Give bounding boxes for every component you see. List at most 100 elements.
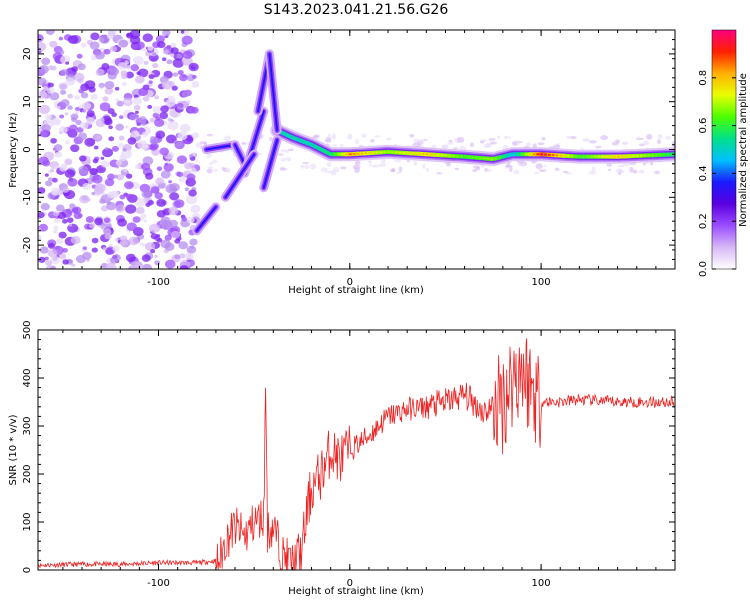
noise-speck: [106, 201, 117, 211]
spectrogram-heatmap: [38, 30, 675, 269]
noise-speck: [164, 162, 169, 166]
noise-speck: [141, 131, 149, 137]
ridge-halo: [332, 167, 340, 173]
noise-speck: [70, 144, 80, 153]
ridge-halo: [457, 136, 465, 143]
noise-speck: [103, 48, 111, 55]
ridge-halo: [446, 142, 455, 145]
ridge-halo: [371, 164, 379, 168]
noise-speck: [38, 34, 44, 43]
colorbar-tick-label: 0.2: [698, 213, 709, 229]
noise-speck: [81, 101, 92, 110]
noise-speck: [59, 114, 65, 119]
noise-speck: [150, 186, 160, 194]
noise-speck: [101, 63, 110, 70]
snr-ytick-label: 400: [22, 368, 33, 387]
noise-speck: [65, 77, 76, 86]
noise-speck: [184, 187, 190, 192]
noise-speck: [176, 171, 184, 178]
ridge-halo: [195, 142, 202, 149]
ridge-halo: [354, 160, 361, 166]
noise-speck: [149, 117, 156, 123]
ridge-halo: [226, 167, 231, 174]
noise-speck: [56, 105, 61, 110]
noise-speck: [88, 222, 96, 229]
ridge-halo: [326, 161, 332, 167]
noise-speck: [150, 248, 156, 254]
noise-speck: [141, 144, 149, 150]
colorbar: 0.0 0.2 0.4 0.6 0.8 Normalized spectral ampl…: [698, 29, 749, 277]
ridge-halo: [286, 157, 292, 162]
ridge-halo: [513, 169, 520, 175]
noise-speck: [178, 241, 188, 250]
noise-speck: [172, 58, 184, 68]
noise-speck: [179, 265, 189, 269]
snr-panel: -100 0 100 0 100 200 300 400 500 Height of strai…: [8, 320, 676, 597]
noise-speck: [148, 74, 155, 80]
noise-speck: [119, 194, 126, 200]
noise-speck: [156, 234, 161, 238]
noise-speck: [166, 59, 173, 65]
noise-speck: [53, 144, 63, 152]
ridge-halo: [361, 133, 368, 138]
noise-speck: [54, 151, 63, 158]
noise-speck: [102, 247, 107, 251]
noise-speck: [100, 156, 105, 160]
noise-speck: [95, 68, 105, 77]
colorbar-tick-label: 0.4: [698, 165, 709, 181]
noise-speck: [155, 35, 165, 43]
noise-speck: [76, 53, 83, 59]
ridge-halo: [441, 144, 449, 149]
noise-speck: [134, 75, 145, 84]
ridge-halo: [488, 137, 496, 141]
noise-speck: [50, 265, 56, 269]
noise-speck: [105, 262, 117, 269]
noise-speck: [99, 102, 111, 112]
noise-speck: [125, 173, 133, 179]
noise-speck: [115, 204, 126, 213]
noise-speck: [122, 147, 127, 152]
noise-speck: [50, 187, 61, 196]
noise-speck: [147, 45, 154, 51]
noise-speck: [54, 119, 59, 124]
noise-speck: [92, 158, 99, 164]
noise-speck: [79, 194, 90, 204]
ridge-halo: [600, 135, 609, 141]
noise-speck: [168, 180, 173, 184]
noise-speck: [89, 167, 99, 176]
noise-speck: [126, 222, 137, 232]
noise-speck: [167, 120, 179, 131]
ridge-halo: [340, 166, 347, 170]
noise-speck: [177, 69, 184, 76]
colorbar-tick-label: 0.8: [698, 70, 709, 86]
noise-speck: [159, 111, 169, 120]
ridge-halo: [511, 141, 518, 146]
noise-speck: [129, 30, 141, 39]
ridge-halo: [413, 138, 420, 143]
noise-speck: [154, 95, 160, 100]
noise-speck: [62, 187, 70, 193]
ridge-halo: [224, 135, 231, 142]
noise-speck: [67, 35, 79, 44]
ridge-halo: [396, 171, 402, 174]
ridge-segment: [234, 143, 246, 165]
noise-speck: [45, 30, 55, 35]
noise-speck: [95, 134, 102, 140]
colorbar-tick-label: 0.0: [698, 261, 709, 277]
noise-speck: [62, 247, 68, 253]
noise-speck: [179, 74, 188, 82]
noise-speck: [170, 47, 179, 54]
ridge-halo: [206, 153, 212, 158]
noise-speck: [186, 72, 191, 76]
noise-speck: [148, 80, 153, 84]
noise-speck: [186, 245, 197, 254]
noise-speck: [58, 253, 67, 260]
noise-speck: [168, 206, 179, 216]
noise-speck: [169, 192, 180, 201]
ridge-halo: [211, 159, 218, 164]
snr-series: [38, 338, 675, 570]
noise-speck: [104, 233, 112, 240]
ridge-halo: [554, 167, 560, 172]
ridge-halo: [213, 168, 218, 173]
noise-speck: [59, 165, 67, 172]
